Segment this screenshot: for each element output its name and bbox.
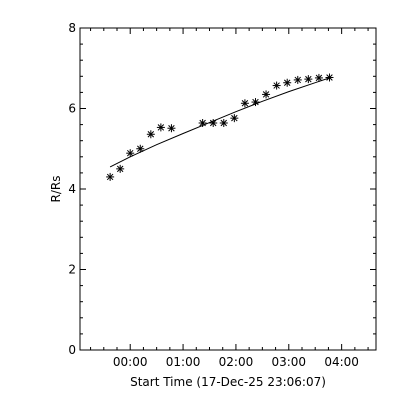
y-axis-ticks: 0 2 4 6 8 bbox=[68, 21, 376, 357]
asterisk-stroke bbox=[262, 91, 270, 98]
data-point bbox=[230, 114, 239, 123]
asterisk-stroke bbox=[199, 119, 206, 127]
data-point bbox=[209, 118, 218, 127]
asterisk-stroke bbox=[106, 173, 114, 181]
y-axis-title: R/Rs bbox=[49, 176, 63, 203]
asterisk-stroke bbox=[273, 82, 280, 89]
data-point bbox=[283, 78, 292, 87]
asterisk-stroke bbox=[137, 145, 144, 152]
asterisk-stroke bbox=[168, 124, 175, 132]
data-point bbox=[167, 124, 176, 133]
asterisk-stroke bbox=[283, 79, 291, 86]
y-tick-label: 6 bbox=[68, 102, 76, 116]
y-tick-label: 4 bbox=[68, 182, 76, 196]
asterisk-stroke bbox=[252, 98, 259, 106]
asterisk-stroke bbox=[209, 119, 217, 127]
data-point bbox=[106, 172, 115, 181]
asterisk-stroke bbox=[157, 124, 165, 131]
asterisk-stroke bbox=[294, 76, 302, 84]
data-point bbox=[240, 99, 249, 108]
asterisk-stroke bbox=[315, 74, 323, 82]
fit-line bbox=[109, 77, 330, 168]
asterisk-stroke bbox=[241, 100, 249, 107]
asterisk-stroke bbox=[326, 74, 333, 81]
y-tick-label: 2 bbox=[68, 263, 76, 277]
x-tick-label: 03:00 bbox=[271, 355, 306, 369]
x-tick-label: 00:00 bbox=[113, 355, 148, 369]
asterisk-stroke bbox=[147, 131, 155, 138]
x-axis-ticks: 00:00 01:00 02:00 03:00 04:00 bbox=[90, 28, 369, 369]
data-point bbox=[116, 164, 125, 173]
x-axis-title: Start Time (17-Dec-25 23:06:07) bbox=[130, 375, 326, 389]
data-point bbox=[136, 144, 145, 153]
asterisk-stroke bbox=[305, 75, 312, 83]
data-point bbox=[156, 123, 165, 132]
data-point bbox=[314, 73, 323, 82]
asterisk-stroke bbox=[220, 119, 228, 127]
plot-frame bbox=[79, 27, 377, 351]
data-point bbox=[126, 149, 135, 158]
y-tick-label: 0 bbox=[68, 343, 76, 357]
data-point bbox=[272, 81, 281, 90]
asterisk-stroke bbox=[231, 114, 238, 122]
data-point bbox=[251, 98, 260, 107]
asterisk-stroke bbox=[116, 165, 124, 173]
x-tick-label: 04:00 bbox=[324, 355, 359, 369]
data-marks bbox=[106, 73, 334, 181]
data-point bbox=[146, 130, 155, 139]
data-point bbox=[219, 118, 228, 127]
x-tick-label: 01:00 bbox=[166, 355, 201, 369]
data-point bbox=[262, 90, 271, 99]
data-point bbox=[293, 75, 302, 84]
y-tick-label: 8 bbox=[68, 21, 76, 35]
data-point bbox=[304, 75, 313, 84]
x-tick-label: 02:00 bbox=[219, 355, 254, 369]
asterisk-stroke bbox=[126, 149, 134, 157]
data-point bbox=[325, 73, 334, 82]
